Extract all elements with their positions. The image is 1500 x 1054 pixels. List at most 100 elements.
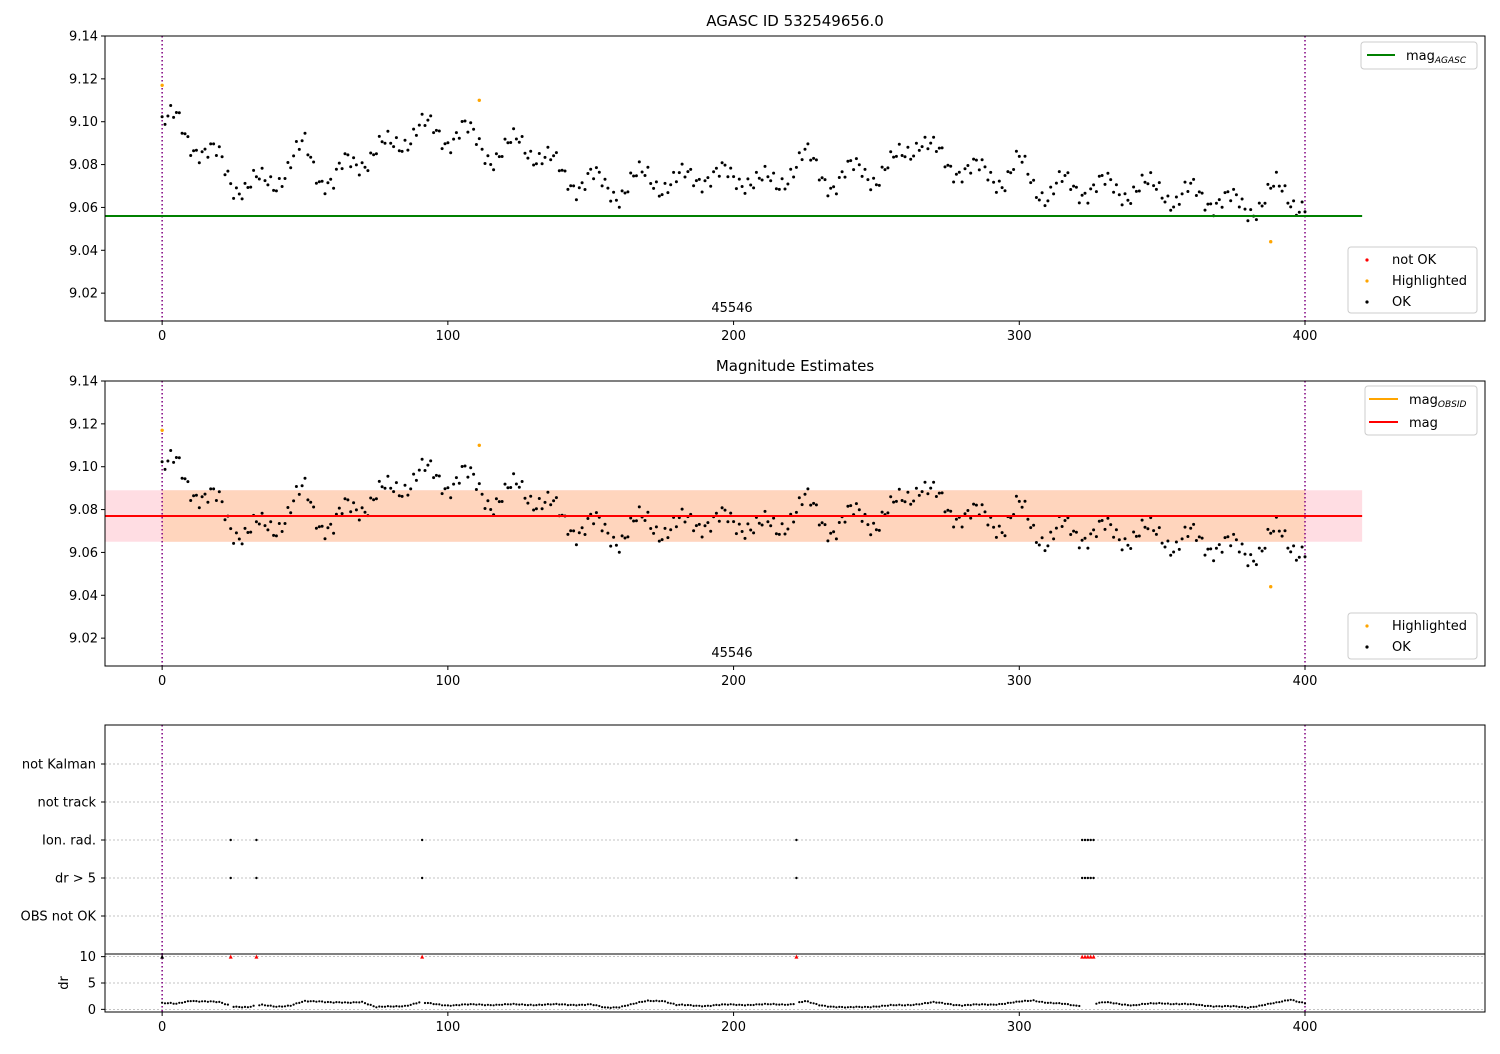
dr-point — [266, 1004, 269, 1007]
ok-points — [160, 104, 1307, 223]
ok-point — [540, 507, 544, 511]
flag-category-label: dr > 5 — [55, 872, 96, 887]
dr-point — [1269, 1002, 1272, 1005]
ok-point — [443, 487, 447, 491]
dr-point — [1063, 1002, 1067, 1006]
ok-point — [454, 131, 458, 135]
ok-point — [663, 526, 667, 530]
ok-point — [1294, 558, 1298, 562]
dr-point — [812, 1002, 815, 1005]
y-tick-label: 9.12 — [69, 72, 98, 87]
ok-point — [729, 166, 733, 170]
dr-point — [1029, 999, 1032, 1002]
ok-point — [892, 500, 896, 504]
dr-point — [432, 1003, 435, 1006]
ok-point — [1097, 174, 1101, 178]
ok-point — [672, 170, 676, 174]
ok-point — [623, 191, 627, 195]
dr-point — [203, 1000, 207, 1003]
dr-point — [909, 1004, 912, 1007]
dr-point — [321, 1000, 324, 1003]
dr-point — [1266, 1002, 1269, 1005]
ok-point — [754, 170, 758, 174]
ok-point — [772, 516, 776, 520]
dr-point — [643, 1000, 647, 1003]
dr-point — [1163, 1002, 1167, 1005]
ok-point — [457, 136, 461, 140]
flag-point — [255, 876, 258, 880]
ok-point — [832, 185, 836, 189]
dr-point — [983, 1003, 987, 1006]
dr-point — [361, 1000, 364, 1003]
ok-point — [1197, 535, 1201, 539]
dr-point — [1249, 1005, 1252, 1009]
ok-point — [714, 511, 718, 515]
dr-point — [283, 1005, 287, 1008]
dr-point — [1241, 1005, 1244, 1008]
dr-point — [535, 1004, 538, 1007]
ok-point — [892, 155, 896, 159]
ok-point — [589, 167, 593, 171]
ok-point — [717, 519, 721, 523]
ok-point — [352, 501, 356, 505]
ok-point — [326, 526, 330, 530]
ok-point — [254, 175, 258, 179]
ok-point — [797, 151, 801, 155]
panel1-legend-points: not OK Highlighted OK — [1347, 246, 1478, 314]
ok-point — [320, 179, 324, 183]
ok-point — [669, 183, 673, 187]
ok-point — [272, 188, 276, 192]
dr-point — [446, 1004, 449, 1007]
ok-point — [317, 525, 321, 529]
ok-point — [546, 145, 550, 149]
ok-point — [1277, 184, 1281, 188]
ok-point — [766, 520, 770, 524]
dr-point — [201, 1000, 204, 1003]
ok-point — [1023, 499, 1027, 503]
ok-point — [746, 177, 750, 181]
dr-point — [1209, 1004, 1212, 1008]
ok-point — [1003, 534, 1007, 538]
ok-point — [920, 490, 924, 494]
dr-point — [575, 1004, 578, 1007]
dr-point — [1112, 1002, 1115, 1005]
dr-point — [1009, 1001, 1012, 1004]
dr-point — [1172, 1003, 1175, 1006]
dr-point — [941, 1001, 944, 1004]
ok-point — [409, 487, 413, 491]
ok-point — [460, 120, 464, 123]
ok-point — [894, 499, 898, 503]
ok-point — [503, 482, 507, 486]
ok-point — [1054, 181, 1058, 185]
ok-point — [1046, 544, 1050, 548]
ok-point — [1114, 183, 1118, 187]
legend-highlighted-label: Highlighted — [1392, 274, 1467, 289]
ok-point — [214, 154, 218, 157]
dr-y-tick-label: 5 — [88, 977, 96, 992]
ok-point — [797, 496, 801, 500]
dr-point — [243, 1005, 247, 1009]
ok-point — [323, 192, 327, 196]
dr-point — [241, 1006, 244, 1009]
dr-point — [1072, 1004, 1075, 1007]
ok-point — [1083, 536, 1087, 540]
ok-point — [714, 166, 718, 170]
ok-point — [1160, 196, 1164, 200]
ok-point — [1154, 187, 1158, 191]
dr-point — [921, 1002, 924, 1005]
dr-point — [172, 1002, 175, 1005]
dr-point — [601, 1006, 604, 1009]
ok-point — [1257, 201, 1261, 205]
dr-point — [272, 1005, 275, 1008]
dr-point — [1161, 1002, 1164, 1005]
panel-agasc: AGASC ID 532549656.0 9.02 9.04 9.06 9.08 9.1… — [69, 12, 1486, 344]
ok-point — [832, 530, 836, 534]
ok-point — [286, 506, 290, 509]
ok-point — [1000, 531, 1004, 535]
dr-point — [398, 1005, 401, 1008]
ok-point — [1277, 529, 1281, 533]
ok-point — [1203, 208, 1207, 212]
ok-point — [512, 127, 516, 131]
ok-point — [1043, 549, 1047, 553]
ok-point — [260, 511, 264, 515]
